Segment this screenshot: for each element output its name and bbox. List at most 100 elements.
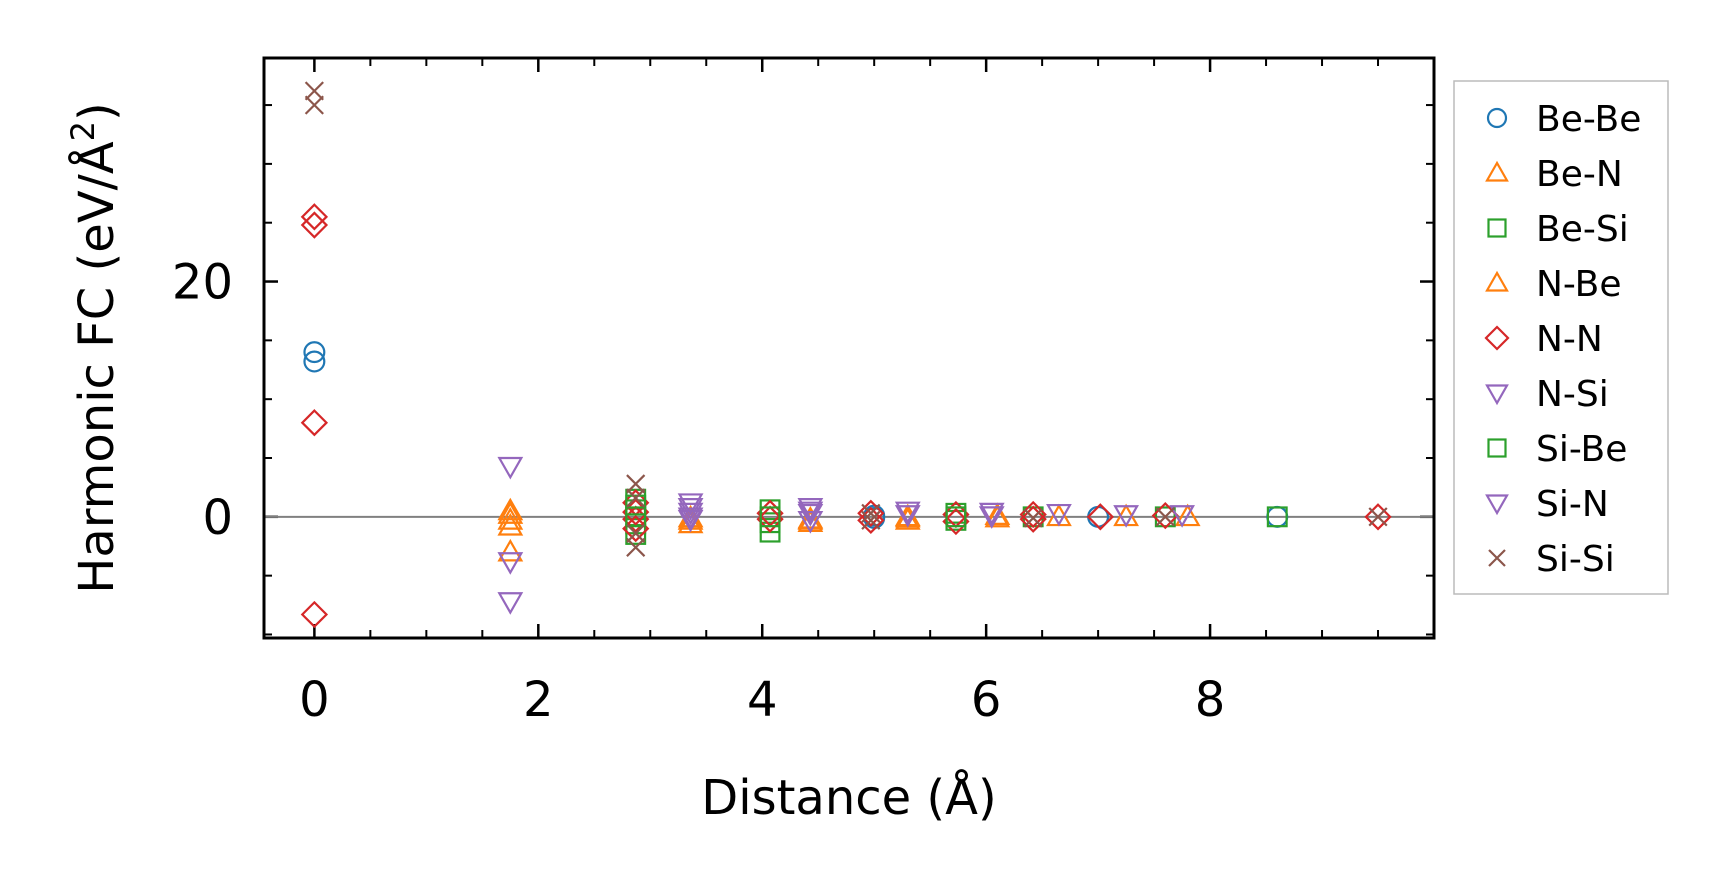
data-point — [984, 504, 1011, 528]
data-point — [1368, 507, 1388, 527]
data-point — [677, 502, 704, 526]
legend-marker — [1485, 160, 1509, 182]
legend-marker — [1485, 384, 1509, 406]
legend-marker — [1487, 218, 1507, 238]
legend-item: Si-Be — [1487, 429, 1627, 470]
data-point — [300, 600, 329, 629]
series-n-be — [497, 501, 1011, 536]
legend-item: N-Be — [1485, 264, 1621, 305]
data-point — [797, 511, 824, 534]
y-tick-label: 20 — [172, 255, 233, 311]
data-point — [300, 409, 329, 437]
data-point — [303, 341, 326, 364]
series-si-si — [304, 81, 1388, 557]
legend-marker — [1488, 549, 1506, 567]
y-axis-title-main: Harmonic FC (eV/Å — [68, 141, 125, 594]
series-si-be — [625, 494, 967, 528]
data-point — [497, 538, 524, 562]
data-point — [626, 474, 646, 494]
data-point — [1155, 507, 1175, 527]
legend-label: Si-Si — [1536, 539, 1615, 580]
legend-item: Si-Si — [1488, 539, 1615, 580]
data-point — [1113, 505, 1140, 528]
y-axis-title-close: ) — [69, 102, 125, 121]
data-point — [1174, 503, 1201, 527]
data-point — [1023, 508, 1043, 528]
legend-label: N-N — [1536, 319, 1603, 360]
x-tick-label: 8 — [1195, 672, 1226, 728]
data-point — [1266, 506, 1288, 528]
y-tick-label: 0 — [202, 490, 233, 546]
data-point — [626, 488, 646, 508]
legend-marker — [1486, 107, 1508, 129]
data-point — [1086, 503, 1115, 531]
x-tick-label: 2 — [523, 672, 554, 728]
data-point — [304, 81, 324, 101]
plot-frame — [262, 56, 1436, 640]
legend: Be-Be Be-N Be-Si N-Be N-N N-Si Si-Be Si-N Si-Si — [1484, 99, 1641, 580]
data-point — [797, 503, 824, 527]
legend-marker — [1484, 325, 1510, 351]
data-point — [497, 552, 524, 575]
data-point — [625, 494, 647, 516]
legend-box — [1453, 80, 1669, 595]
tick-labels: 0 2 4 6 8 0 20 — [172, 255, 1225, 728]
data-point — [1169, 505, 1195, 528]
axis-ticks — [264, 58, 1434, 638]
data-point — [497, 513, 524, 536]
legend-marker — [1485, 270, 1509, 292]
legend-label: Be-N — [1536, 154, 1623, 195]
data-point — [861, 503, 881, 523]
data-point — [1364, 503, 1392, 531]
legend-item: Be-Be — [1486, 99, 1641, 140]
data-point — [759, 521, 781, 543]
data-point — [1154, 506, 1176, 528]
data-point — [894, 507, 921, 530]
data-point — [857, 506, 885, 535]
data-point — [625, 506, 647, 528]
data-point — [797, 498, 824, 521]
data-point — [304, 95, 324, 115]
legend-label: N-Si — [1536, 374, 1609, 415]
legend-item: Be-N — [1485, 154, 1623, 195]
data-point — [497, 507, 524, 530]
legend-marker — [1485, 494, 1509, 516]
data-point — [756, 505, 784, 533]
y-axis-title: Harmonic FC (eV/Å2) — [64, 102, 125, 594]
data-point — [497, 592, 524, 615]
data-point — [497, 497, 524, 521]
x-tick-label: 4 — [747, 672, 778, 728]
data-point — [978, 506, 1005, 529]
legend-label: Be-Be — [1536, 99, 1641, 140]
data-point — [497, 501, 524, 524]
x-tick-label: 0 — [299, 672, 330, 728]
data-point — [894, 505, 921, 528]
legend-label: Be-Si — [1536, 209, 1629, 250]
data-point — [1046, 503, 1072, 527]
legend-label: Si-Be — [1536, 429, 1627, 470]
data-point — [1019, 505, 1047, 533]
data-point — [984, 502, 1011, 525]
legend-item: N-N — [1484, 319, 1603, 360]
data-point — [857, 499, 885, 527]
legend-label: Si-N — [1536, 484, 1609, 525]
x-axis-title: Distance (Å) — [701, 769, 996, 826]
data-point — [677, 507, 704, 531]
data-point — [1113, 503, 1140, 527]
data-point — [945, 506, 967, 528]
legend-marker — [1487, 438, 1507, 458]
series-n-n — [300, 203, 1392, 629]
legend-item: Si-N — [1485, 484, 1609, 525]
data-point — [303, 350, 326, 373]
data-point — [942, 507, 970, 536]
legend-item: N-Si — [1485, 374, 1609, 415]
series-si-n — [677, 498, 1005, 531]
data-point — [894, 501, 921, 525]
series-be-be — [303, 341, 1289, 530]
data-point — [300, 203, 329, 231]
data-point — [759, 506, 781, 528]
x-tick-label: 6 — [971, 672, 1002, 728]
data-point — [300, 211, 329, 239]
series-n-si — [497, 456, 1195, 615]
